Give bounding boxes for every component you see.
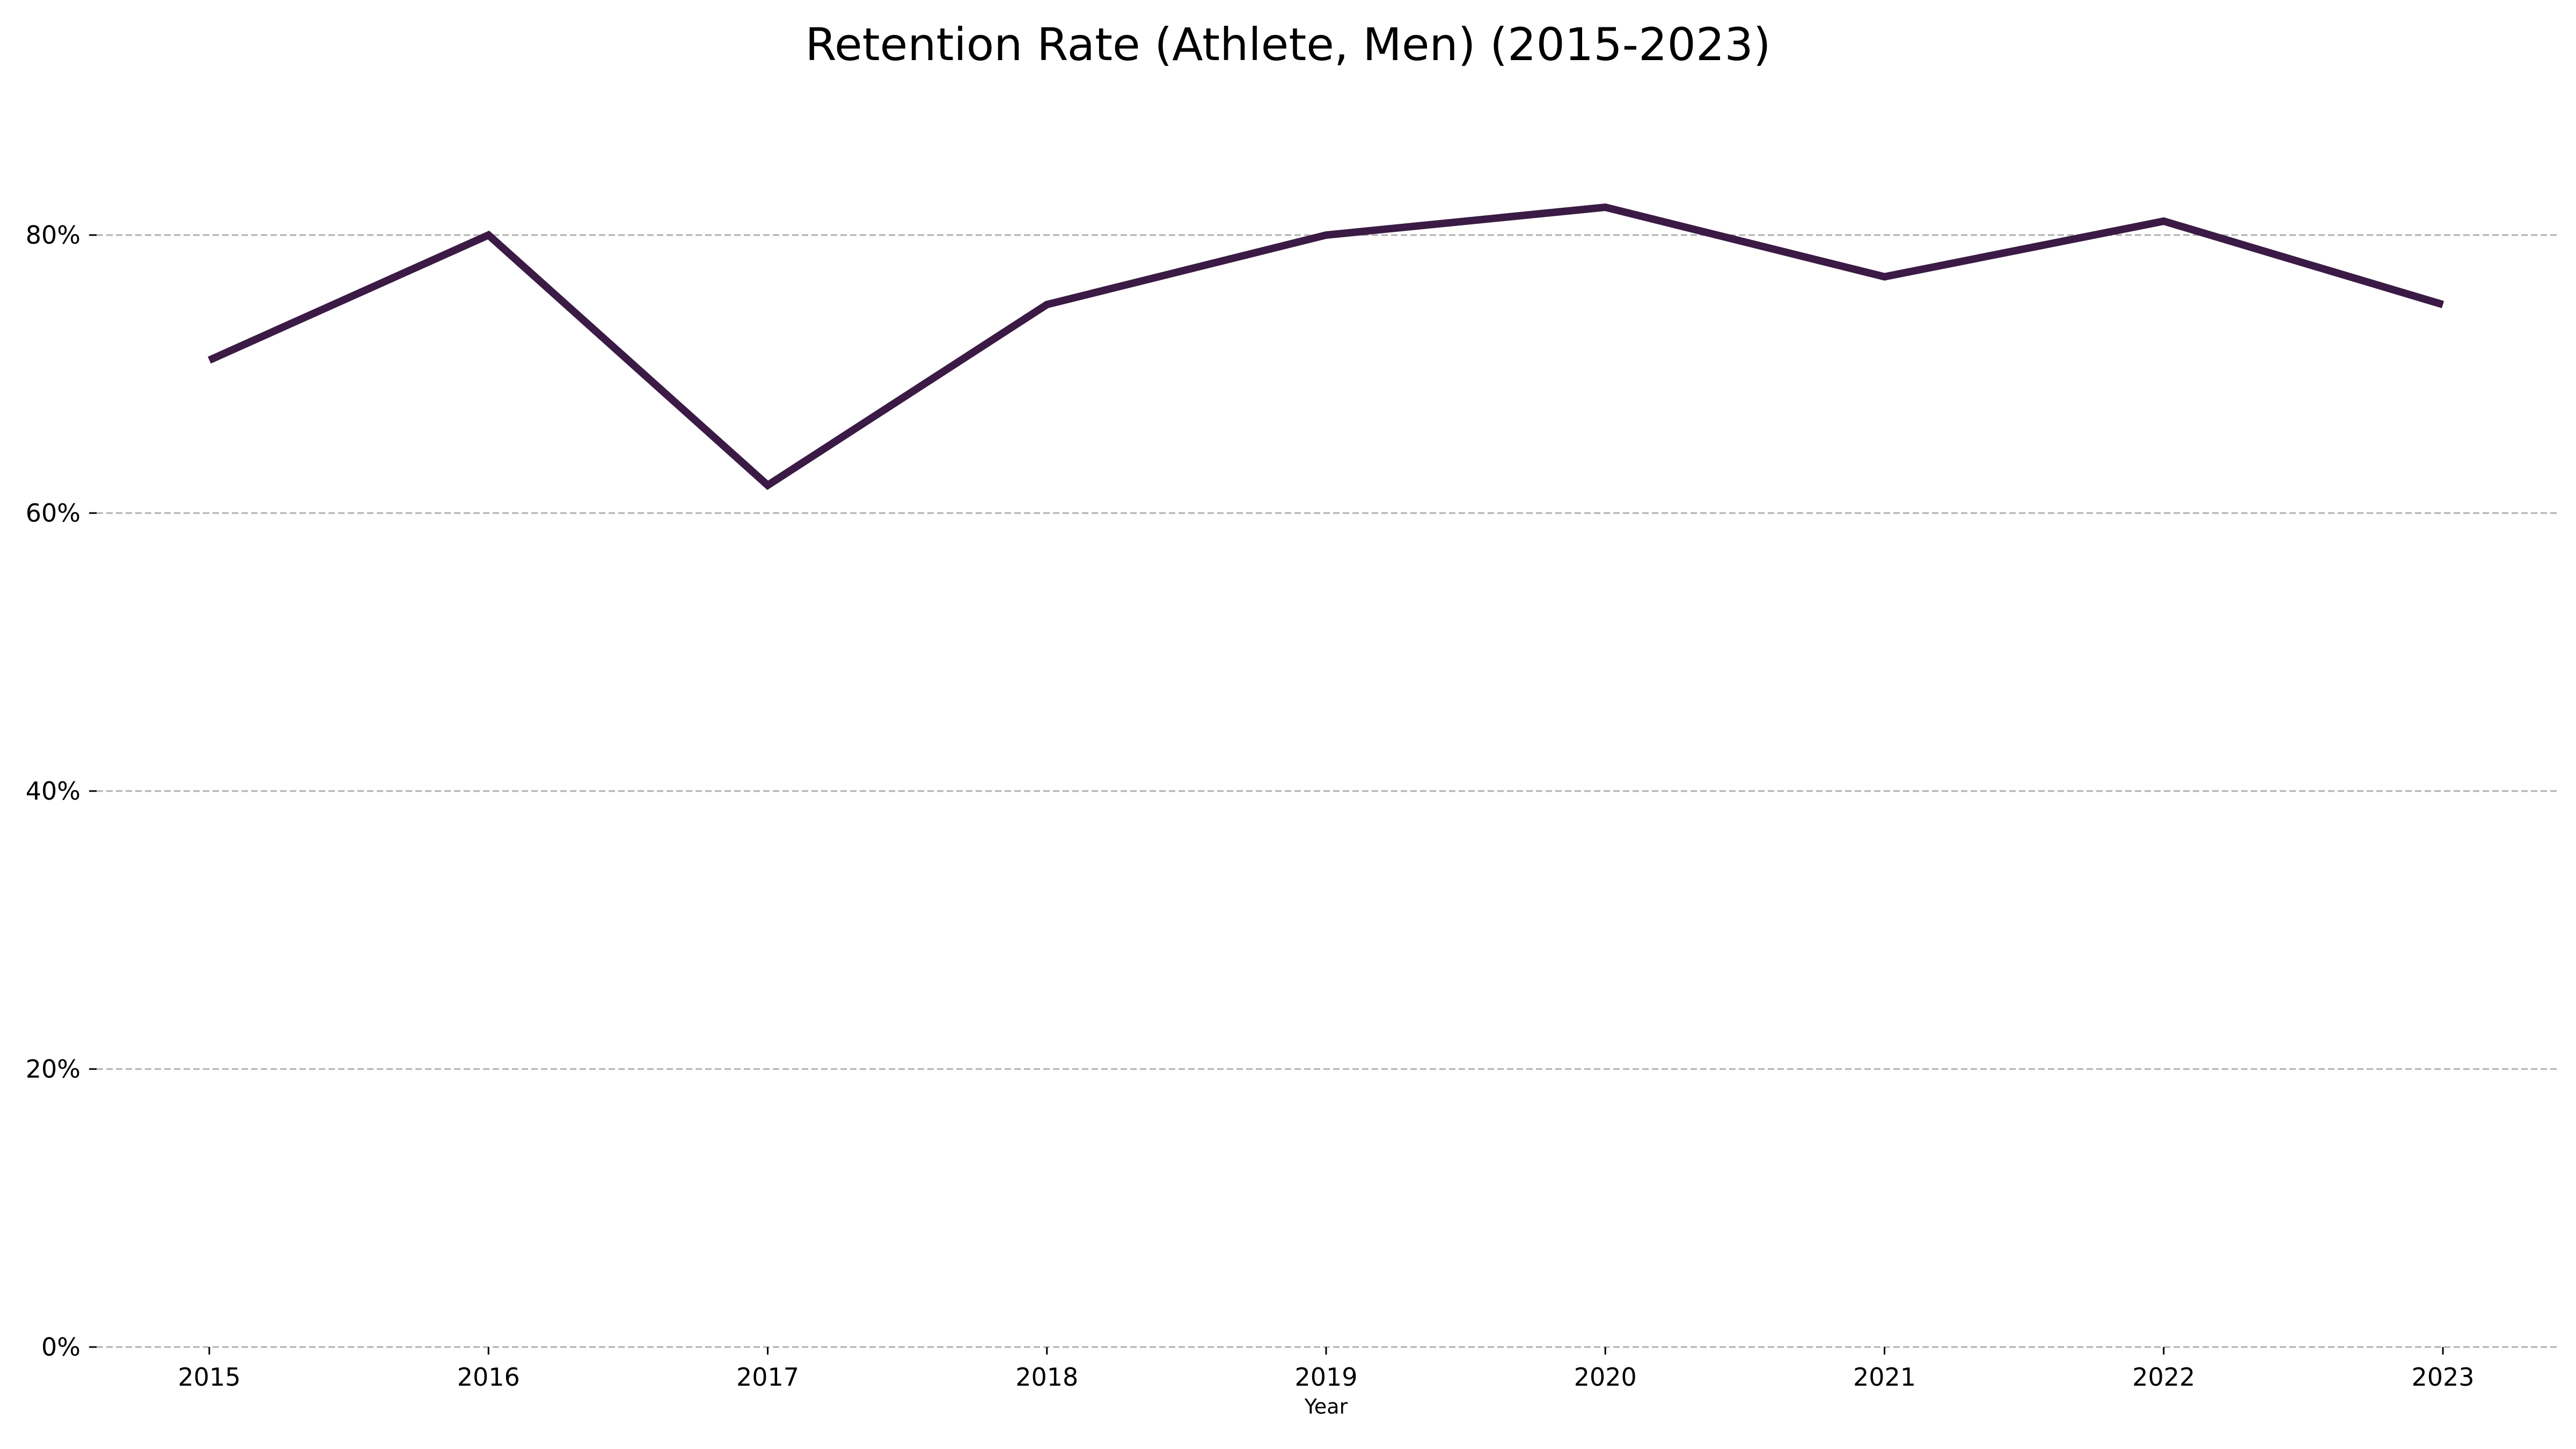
x-tick-label: 2020	[1574, 1363, 1637, 1392]
gridlines	[97, 234, 2560, 1348]
x-tick-label: 2022	[2132, 1363, 2195, 1392]
x-tick-label: 2018	[1015, 1363, 1078, 1392]
y-tick-label: 60%	[26, 499, 80, 528]
y-tick-label: 20%	[26, 1055, 80, 1084]
x-tick-label: 2016	[457, 1363, 520, 1392]
x-tick-label: 2015	[178, 1363, 240, 1392]
y-tick-label: 80%	[26, 221, 80, 250]
chart-title: Retention Rate (Athlete, Men) (2015-2023…	[805, 18, 1770, 71]
x-tick-label: 2019	[1294, 1363, 1357, 1392]
y-tick-label: 0%	[41, 1333, 80, 1362]
y-axis-ticks: 0% 20% 40% 60% 80%	[26, 221, 97, 1362]
x-axis-ticks: 2015 2016 2017 2018 2019 2020 2021 2022 2023	[178, 1347, 2475, 1392]
series-layer	[208, 203, 2445, 490]
x-tick-label: 2021	[1853, 1363, 1916, 1392]
series-line	[208, 203, 2445, 490]
x-tick-label: 2023	[2411, 1363, 2474, 1392]
y-tick-label: 40%	[26, 777, 80, 806]
x-axis-label: Year	[1304, 1395, 1348, 1418]
x-tick-label: 2017	[736, 1363, 799, 1392]
